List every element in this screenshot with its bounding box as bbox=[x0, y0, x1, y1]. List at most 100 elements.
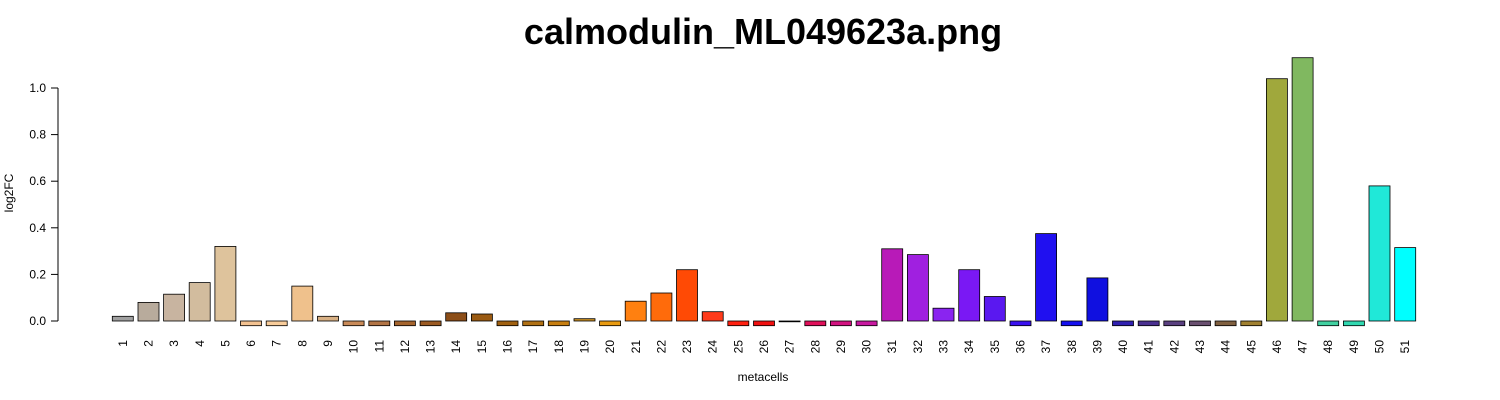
x-tick-label: 11 bbox=[372, 340, 386, 353]
x-axis-ticks: 1 2 3 4 5 6 7 8 9 10 11 12 13 14 15 16 17 18 19 20 21 22 23 24 2… bbox=[116, 340, 1412, 354]
y-tick-label: 0.6 bbox=[29, 174, 46, 188]
bar-34 bbox=[958, 269, 981, 322]
x-tick-label: 9 bbox=[321, 340, 335, 347]
bar-40 bbox=[1112, 320, 1134, 327]
x-tick-label: 45 bbox=[1244, 340, 1258, 354]
bar-3 bbox=[163, 293, 186, 322]
bar-8 bbox=[291, 285, 314, 322]
x-tick-label: 40 bbox=[1116, 340, 1130, 354]
x-tick-label: 17 bbox=[526, 340, 540, 354]
x-tick-label: 23 bbox=[680, 340, 694, 354]
bar-39 bbox=[1086, 277, 1109, 322]
x-tick-label: 5 bbox=[218, 340, 232, 347]
x-tick-label: 8 bbox=[295, 340, 309, 347]
bar-5 bbox=[214, 245, 237, 322]
x-tick-label: 39 bbox=[1090, 340, 1104, 354]
bar-45 bbox=[1240, 320, 1263, 327]
y-tick-label: 0.8 bbox=[29, 128, 46, 142]
x-tick-label: 1 bbox=[116, 340, 130, 347]
x-tick-label: 26 bbox=[757, 340, 771, 354]
bar-23 bbox=[676, 269, 698, 322]
bar-24 bbox=[701, 311, 724, 322]
y-axis: 0.0 0.2 0.4 0.6 0.8 1.0 bbox=[29, 81, 59, 328]
bar-49 bbox=[1343, 320, 1365, 327]
x-tick-label: 15 bbox=[475, 340, 489, 354]
bar-25 bbox=[727, 320, 750, 327]
x-tick-label: 29 bbox=[834, 340, 848, 354]
bar-41 bbox=[1137, 320, 1160, 327]
bar-22 bbox=[650, 292, 673, 322]
y-tick-label: 0.0 bbox=[29, 314, 46, 328]
x-tick-label: 32 bbox=[911, 340, 925, 354]
x-tick-label: 43 bbox=[1193, 340, 1207, 354]
x-tick-label: 12 bbox=[398, 340, 412, 354]
y-tick-label: 0.2 bbox=[29, 267, 46, 281]
x-tick-label: 35 bbox=[988, 340, 1002, 354]
y-tick-label: 1.0 bbox=[29, 81, 46, 95]
x-tick-label: 41 bbox=[1142, 340, 1156, 354]
bar-44 bbox=[1214, 320, 1237, 327]
x-tick-label: 28 bbox=[808, 340, 822, 354]
bar-19 bbox=[573, 318, 596, 322]
bar-7 bbox=[265, 320, 288, 327]
x-tick-label: 19 bbox=[578, 340, 592, 354]
x-tick-label: 7 bbox=[270, 340, 284, 347]
bar-1 bbox=[111, 315, 134, 322]
x-tick-label: 49 bbox=[1347, 340, 1361, 354]
x-tick-label: 6 bbox=[244, 340, 258, 347]
bars-group bbox=[111, 57, 1417, 327]
x-tick-label: 33 bbox=[937, 340, 951, 354]
x-tick-label: 36 bbox=[1014, 340, 1028, 354]
bar-20 bbox=[599, 320, 621, 327]
bar-10 bbox=[342, 320, 365, 327]
x-tick-label: 20 bbox=[603, 340, 617, 354]
bar-31 bbox=[881, 248, 904, 322]
bar-32 bbox=[907, 254, 929, 322]
x-tick-label: 42 bbox=[1167, 340, 1181, 354]
x-tick-label: 13 bbox=[424, 340, 438, 354]
x-tick-label: 31 bbox=[885, 340, 899, 354]
bar-28 bbox=[804, 320, 827, 327]
bar-35 bbox=[983, 296, 1006, 322]
bar-11 bbox=[368, 320, 391, 327]
bar-9 bbox=[317, 315, 339, 322]
bar-50 bbox=[1368, 185, 1391, 322]
x-tick-label: 37 bbox=[1039, 340, 1053, 354]
x-tick-label: 25 bbox=[731, 340, 745, 354]
y-axis-label: log2FC bbox=[2, 173, 16, 212]
bar-51 bbox=[1394, 247, 1417, 322]
bar-38 bbox=[1060, 320, 1083, 327]
x-tick-label: 47 bbox=[1296, 340, 1310, 354]
bar-6 bbox=[240, 320, 262, 327]
bar-16 bbox=[496, 320, 519, 327]
chart-title: calmodulin_ML049623a.png bbox=[524, 11, 1002, 52]
x-tick-label: 51 bbox=[1398, 340, 1412, 354]
x-tick-label: 3 bbox=[167, 340, 181, 347]
bar-14 bbox=[445, 312, 468, 322]
bar-29 bbox=[830, 320, 852, 327]
bar-37 bbox=[1035, 233, 1057, 322]
bar-47 bbox=[1291, 57, 1314, 322]
bar-4 bbox=[188, 282, 211, 322]
bar-21 bbox=[624, 300, 647, 322]
x-tick-label: 30 bbox=[860, 340, 874, 354]
bar-26 bbox=[753, 320, 775, 327]
x-tick-label: 24 bbox=[706, 340, 720, 354]
x-tick-label: 22 bbox=[654, 340, 668, 354]
bar-46 bbox=[1266, 78, 1288, 322]
bar-33 bbox=[932, 307, 955, 322]
bar-15 bbox=[470, 313, 493, 322]
bar-30 bbox=[855, 320, 878, 327]
bar-27 bbox=[778, 320, 801, 323]
bar-43 bbox=[1189, 320, 1211, 327]
x-tick-label: 4 bbox=[193, 340, 207, 347]
bar-48 bbox=[1317, 320, 1340, 327]
bar-36 bbox=[1009, 320, 1032, 327]
x-tick-label: 18 bbox=[552, 340, 566, 354]
x-tick-label: 48 bbox=[1321, 340, 1335, 354]
bar-18 bbox=[547, 320, 570, 327]
x-tick-label: 34 bbox=[962, 340, 976, 354]
bar-42 bbox=[1163, 320, 1186, 327]
bar-13 bbox=[419, 320, 442, 327]
